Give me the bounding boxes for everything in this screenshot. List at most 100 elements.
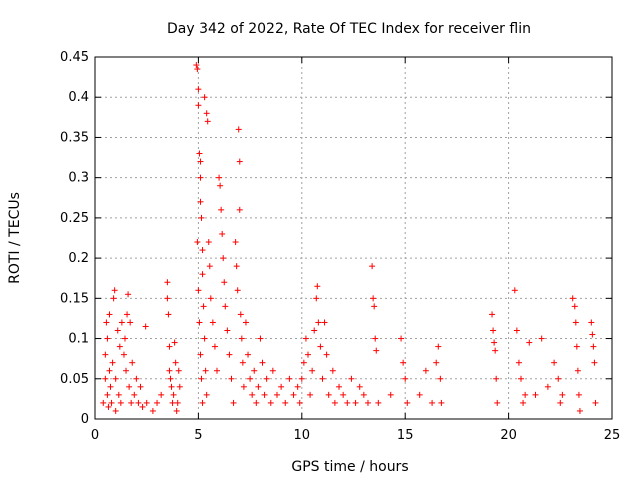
data-point: [311, 327, 318, 334]
data-point: [370, 295, 377, 302]
data-point: [114, 327, 121, 334]
data-point: [538, 335, 545, 342]
data-point: [490, 327, 497, 334]
data-point: [239, 359, 246, 366]
y-tick-label: 0.15: [60, 291, 89, 306]
data-point: [433, 359, 440, 366]
y-tick-label: 0.35: [60, 130, 89, 145]
data-point: [104, 391, 111, 398]
data-point: [197, 198, 204, 205]
data-point: [211, 343, 218, 350]
data-point: [170, 391, 177, 398]
data-point: [107, 383, 114, 390]
data-point: [222, 303, 229, 310]
data-point: [551, 359, 558, 366]
data-point: [234, 287, 241, 294]
data-point: [115, 391, 122, 398]
data-point: [404, 399, 411, 406]
data-point: [166, 367, 173, 374]
data-point: [590, 343, 597, 350]
data-point: [206, 263, 213, 270]
y-axis-label: ROTI / TECUs: [7, 192, 23, 284]
data-point: [263, 375, 270, 382]
data-point: [164, 279, 171, 286]
data-point: [569, 295, 576, 302]
y-tick-label: 0.3: [68, 171, 89, 186]
data-point: [307, 391, 314, 398]
data-point: [195, 102, 202, 109]
data-point: [201, 94, 208, 101]
data-point: [319, 375, 326, 382]
data-point: [437, 375, 444, 382]
data-point: [573, 343, 580, 350]
data-point: [207, 295, 214, 302]
data-point: [117, 399, 124, 406]
data-point: [340, 391, 347, 398]
data-point: [217, 182, 224, 189]
data-point: [557, 399, 564, 406]
data-point: [129, 359, 136, 366]
data-point: [435, 343, 442, 350]
data-point: [195, 86, 202, 93]
data-point: [592, 399, 599, 406]
data-point: [574, 367, 581, 374]
data-point: [232, 239, 239, 246]
data-point: [139, 403, 146, 410]
data-point: [102, 351, 109, 358]
data-point: [336, 383, 343, 390]
y-axis: 0 0.05 0.1 0.15 0.2 0.25 0.3 0.35 0.4 0.45: [60, 50, 612, 427]
data-point: [169, 399, 176, 406]
data-point: [518, 375, 525, 382]
data-point: [201, 335, 208, 342]
data-point: [493, 375, 500, 382]
x-axis-label: GPS time / hours: [291, 459, 408, 475]
data-point: [123, 367, 130, 374]
data-point: [591, 359, 598, 366]
data-point: [154, 399, 161, 406]
data-point: [198, 214, 205, 221]
data-point: [216, 174, 223, 181]
data-point: [209, 319, 216, 326]
data-point: [261, 391, 268, 398]
data-point: [489, 311, 496, 318]
data-point: [491, 339, 498, 346]
plot-frame: [94, 56, 613, 420]
data-point: [372, 335, 379, 342]
data-point: [196, 319, 203, 326]
data-point: [589, 331, 596, 338]
data-point: [128, 399, 135, 406]
data-point: [149, 407, 156, 414]
data-point: [172, 359, 179, 366]
data-point: [492, 347, 499, 354]
data-point: [238, 335, 245, 342]
data-point: [175, 367, 182, 374]
data-point: [398, 335, 405, 342]
data-point: [174, 399, 181, 406]
data-point: [126, 383, 133, 390]
data-point: [352, 399, 359, 406]
data-point: [294, 383, 301, 390]
data-point: [164, 295, 171, 302]
data-point: [416, 391, 423, 398]
data-point: [194, 239, 201, 246]
data-point: [199, 399, 206, 406]
data-point: [331, 399, 338, 406]
data-point: [559, 391, 566, 398]
data-point: [555, 375, 562, 382]
data-point: [513, 327, 520, 334]
data-point: [286, 375, 293, 382]
data-point: [121, 335, 128, 342]
data-point: [199, 271, 206, 278]
data-point: [300, 359, 307, 366]
data-point: [249, 391, 256, 398]
data-point: [173, 407, 180, 414]
data-point: [267, 399, 274, 406]
data-point: [226, 351, 233, 358]
data-point: [203, 391, 210, 398]
data-point: [422, 367, 429, 374]
data-point: [253, 399, 260, 406]
data-point: [204, 118, 211, 125]
data-point: [230, 399, 237, 406]
data-point: [220, 255, 227, 262]
data-point: [236, 206, 243, 213]
